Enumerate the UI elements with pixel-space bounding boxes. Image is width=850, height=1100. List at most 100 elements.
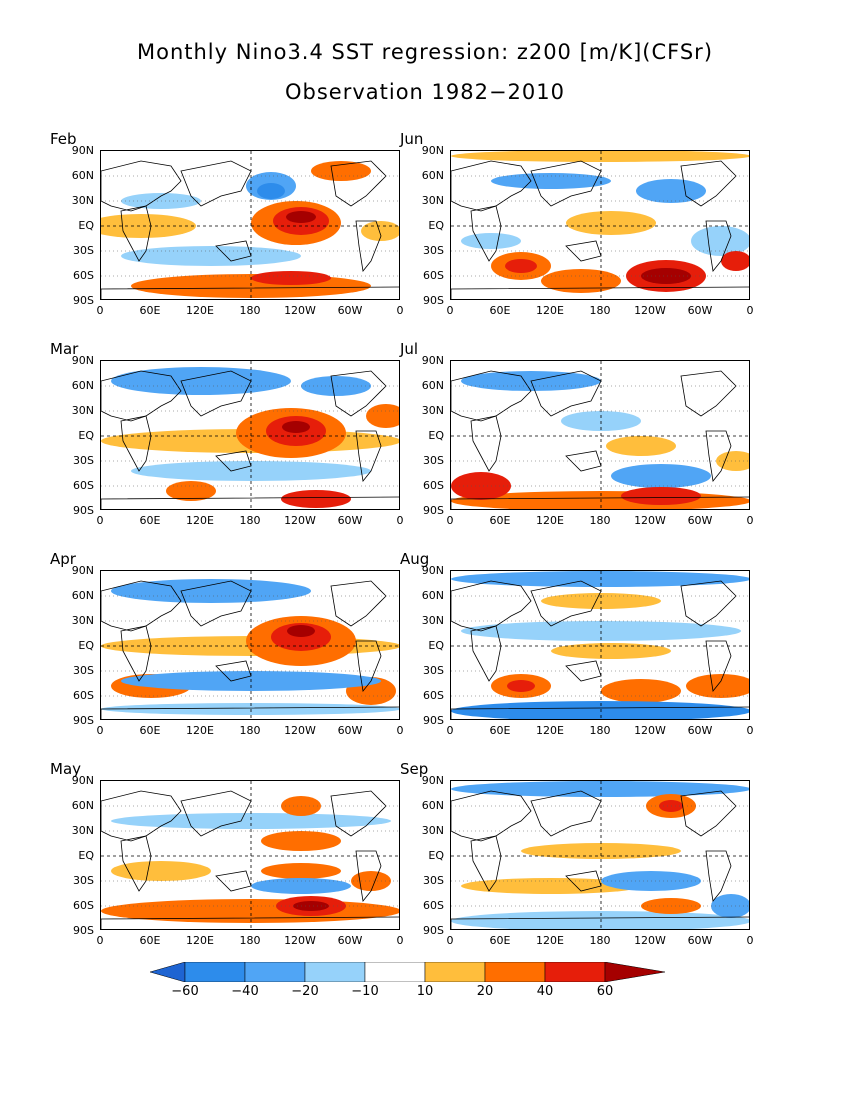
contour-region xyxy=(451,151,749,162)
lat-tick-label: EQ xyxy=(78,849,94,862)
colorbar-tick-label: 10 xyxy=(416,984,434,999)
lat-tick-label: 60S xyxy=(423,269,444,282)
colorbar-tick-label: −40 xyxy=(231,984,259,999)
regression-map xyxy=(100,570,400,720)
lat-tick-label: 60S xyxy=(73,689,94,702)
lon-tick-label: 120W xyxy=(634,724,666,737)
lon-tick-label: 120W xyxy=(634,934,666,947)
lon-tick-label: 60E xyxy=(489,934,511,947)
lat-tick-label: EQ xyxy=(428,639,444,652)
lon-tick-label: 180 xyxy=(589,304,611,317)
coastline xyxy=(451,160,532,212)
lat-tick-label: EQ xyxy=(428,429,444,442)
colorbar-tick-label: −10 xyxy=(351,984,379,999)
contour-region xyxy=(716,451,749,471)
lon-tick-label: 180 xyxy=(589,514,611,527)
lat-tick-label: 90N xyxy=(421,774,444,787)
lon-tick-label: 120W xyxy=(634,304,666,317)
lon-tick-label: 0 xyxy=(746,304,754,317)
lat-tick-label: EQ xyxy=(428,849,444,862)
coastline xyxy=(120,205,152,262)
coastline xyxy=(180,790,252,837)
coastline xyxy=(470,205,502,262)
map-canvas xyxy=(451,151,749,299)
lon-tick-label: 180 xyxy=(589,724,611,737)
lat-tick-label: 90S xyxy=(423,714,444,727)
coastline xyxy=(330,790,387,837)
colorbar-tick-label: −20 xyxy=(291,984,319,999)
lon-tick-label: 60W xyxy=(687,934,713,947)
coastline xyxy=(101,496,399,509)
lat-tick-label: 30S xyxy=(423,874,444,887)
lat-tick-label: 60S xyxy=(73,479,94,492)
lat-tick-label: 30S xyxy=(73,244,94,257)
contour-region xyxy=(505,259,537,273)
lon-tick-label: 0 xyxy=(446,514,454,527)
lat-tick-label: 90N xyxy=(71,354,94,367)
coastline xyxy=(101,370,182,422)
lon-tick-label: 120E xyxy=(186,934,214,947)
contour-region xyxy=(491,173,611,189)
lat-tick-label: 90S xyxy=(73,504,94,517)
map-panel-sep: Sep 90N 60N 30N EQ 30S 60S 90S 0 60E 120E 180 120W 60… xyxy=(400,760,754,955)
colorbar-extend-low xyxy=(150,962,186,982)
colorbar-tick-label: 60 xyxy=(596,984,614,999)
lat-tick-label: 90N xyxy=(421,144,444,157)
map-panel-apr: Apr 90N 60N 30N EQ 30S 60S 90S 0 60E 120E 180 120W 60… xyxy=(50,550,404,745)
lat-tick-label: 60S xyxy=(73,269,94,282)
lon-tick-label: 0 xyxy=(746,724,754,737)
lat-tick-label: 30N xyxy=(71,614,94,627)
lon-tick-label: 60W xyxy=(337,514,363,527)
contour-region xyxy=(111,861,211,881)
lon-tick-label: 60E xyxy=(139,514,161,527)
coastline xyxy=(355,430,382,482)
contour-region xyxy=(711,894,749,918)
contour-region xyxy=(111,367,291,395)
lon-tick-label: 120E xyxy=(186,724,214,737)
colorbar-segment xyxy=(484,962,546,982)
coastline xyxy=(101,916,399,929)
colorbar-tick-label: 40 xyxy=(536,984,554,999)
coastline xyxy=(101,286,399,299)
lon-tick-label: 120W xyxy=(284,304,316,317)
lon-tick-label: 60W xyxy=(687,724,713,737)
contour-region xyxy=(686,674,749,698)
lat-tick-label: 30N xyxy=(421,404,444,417)
colorbar-tick-label: 20 xyxy=(476,984,494,999)
regression-map xyxy=(450,360,750,510)
lon-tick-label: 180 xyxy=(239,934,261,947)
lat-tick-label: EQ xyxy=(78,219,94,232)
lat-tick-label: 90N xyxy=(421,354,444,367)
lon-tick-label: 120E xyxy=(536,514,564,527)
lon-tick-label: 0 xyxy=(446,724,454,737)
lon-tick-label: 0 xyxy=(96,514,104,527)
panel-month-label: Aug xyxy=(400,550,430,568)
page-subtitle: Observation 1982−2010 xyxy=(284,80,566,104)
lon-tick-label: 0 xyxy=(746,934,754,947)
map-canvas xyxy=(101,361,399,509)
coastline xyxy=(680,160,737,207)
lat-tick-label: 90N xyxy=(71,774,94,787)
colorbar-segment xyxy=(304,962,366,982)
lat-tick-label: 60N xyxy=(71,379,94,392)
colorbar-extend-high xyxy=(604,962,666,982)
panel-month-label: Apr xyxy=(50,550,76,568)
lat-tick-label: 30S xyxy=(73,664,94,677)
coastline xyxy=(120,625,152,682)
regression-map xyxy=(450,570,750,720)
coastline xyxy=(680,370,737,417)
colorbar-segment xyxy=(184,962,246,982)
contour-region xyxy=(286,211,316,223)
lat-tick-label: EQ xyxy=(78,429,94,442)
coastline xyxy=(451,286,749,299)
contour-region xyxy=(261,863,341,879)
lon-tick-label: 120W xyxy=(634,514,666,527)
contour-region xyxy=(101,214,196,238)
coastline xyxy=(470,625,502,682)
lon-tick-label: 120E xyxy=(186,514,214,527)
lon-tick-label: 60W xyxy=(337,724,363,737)
coastline xyxy=(451,580,532,632)
page-title: Monthly Nino3.4 SST regression: z200 [m/… xyxy=(136,40,714,64)
coastline xyxy=(451,916,749,929)
lon-tick-label: 60E xyxy=(139,304,161,317)
